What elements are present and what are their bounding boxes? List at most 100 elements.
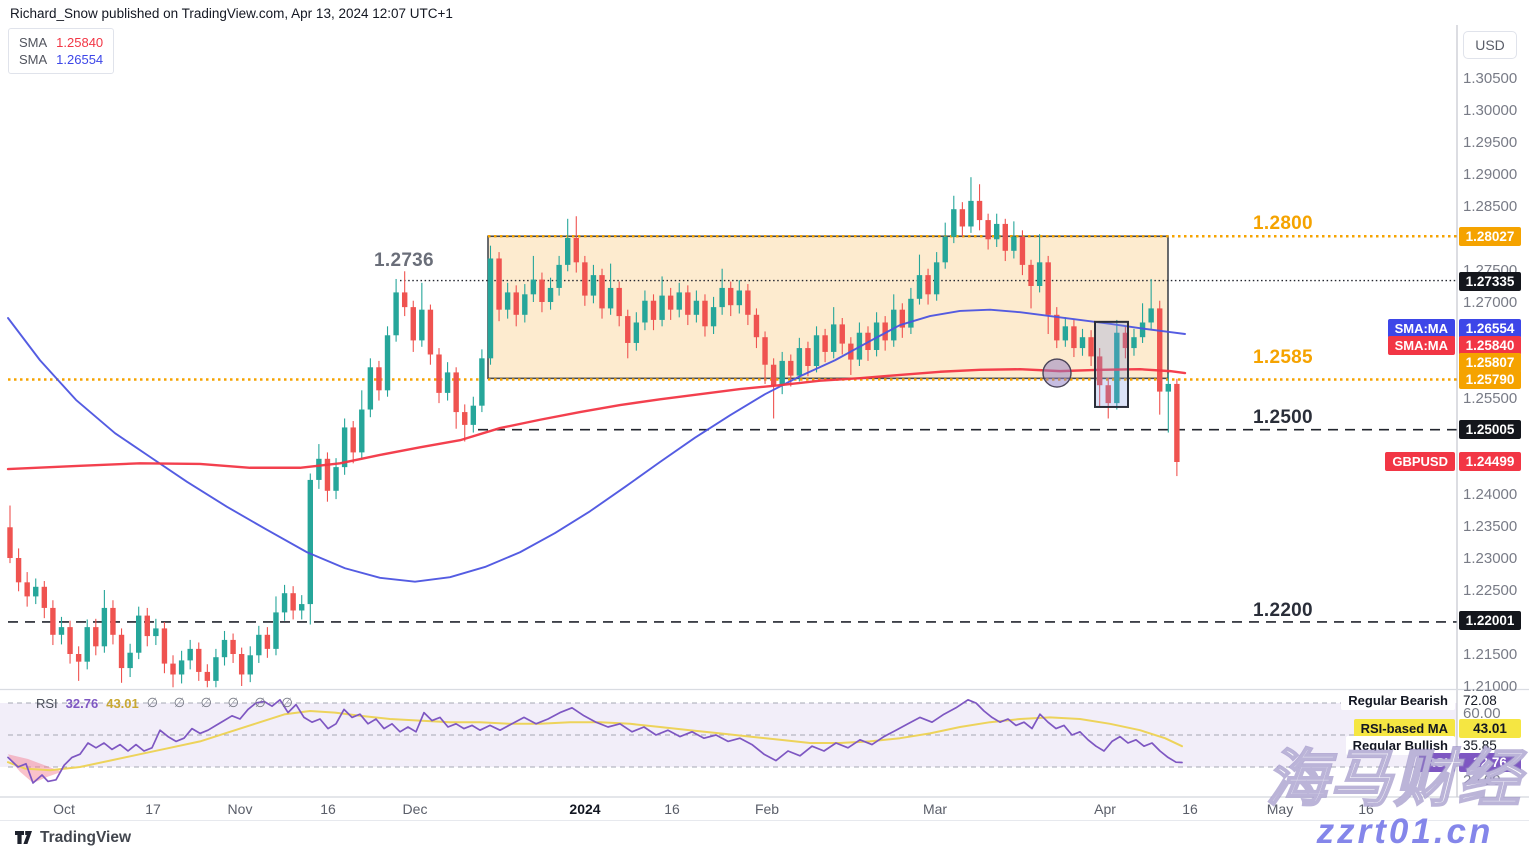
candle-body xyxy=(599,275,605,309)
candle-body xyxy=(496,258,502,310)
publish-info: Richard_Snow published on TradingView.co… xyxy=(10,6,453,21)
candle-body xyxy=(1079,337,1086,349)
candle-body xyxy=(153,628,159,637)
candle-body xyxy=(410,307,416,341)
candle-body xyxy=(1002,223,1008,251)
candle-body xyxy=(942,236,948,263)
candle-body xyxy=(84,627,90,662)
watermark-cn: 海马财经 xyxy=(1265,744,1522,814)
candle-body xyxy=(1045,262,1051,315)
candle-body xyxy=(281,593,288,613)
candle-body xyxy=(359,409,365,453)
sma-fast-legend-row[interactable]: SMA 1.25840 xyxy=(19,34,103,51)
candle-body xyxy=(891,309,897,341)
highlight-box[interactable] xyxy=(1094,320,1129,408)
candle-body xyxy=(41,586,48,608)
sma-slow-legend-row[interactable]: SMA 1.26554 xyxy=(19,51,103,68)
candle-body xyxy=(93,627,99,647)
candle-body xyxy=(805,348,811,366)
candle-body xyxy=(590,275,597,296)
candle-body xyxy=(1157,308,1163,392)
candle-body xyxy=(273,612,279,649)
candle-body xyxy=(1114,332,1120,404)
supply-zone[interactable] xyxy=(487,235,1169,380)
candle-body xyxy=(221,639,228,658)
candle-body xyxy=(951,209,957,237)
circle-marker[interactable] xyxy=(1042,358,1072,388)
candle-body xyxy=(127,652,133,669)
currency-button[interactable]: USD xyxy=(1463,31,1517,59)
candle-body xyxy=(882,322,888,341)
candle-body xyxy=(796,348,803,376)
candle-body xyxy=(264,634,271,649)
rsi-value: 32.76 xyxy=(65,695,99,711)
candle-body xyxy=(719,287,725,308)
candle-body xyxy=(7,527,13,558)
candle-body xyxy=(316,458,322,480)
candle-body xyxy=(976,200,983,221)
candle-body xyxy=(1011,236,1017,251)
candle-body xyxy=(290,593,296,611)
indicator-legend[interactable]: SMA 1.25840 SMA 1.26554 xyxy=(8,28,115,74)
candle-body xyxy=(916,275,923,299)
candle-body xyxy=(230,639,236,654)
candle-body xyxy=(1105,385,1111,404)
candle-body xyxy=(968,200,974,227)
tradingview-footer[interactable]: TradingView xyxy=(14,828,131,847)
candle-body xyxy=(779,360,785,386)
candle-body xyxy=(350,427,356,453)
candle-body xyxy=(307,479,313,605)
candle-body xyxy=(479,358,485,406)
candle-body xyxy=(745,290,751,315)
candle-body xyxy=(1019,236,1026,265)
candle-body xyxy=(710,307,717,327)
candle-body xyxy=(401,292,408,308)
candle-body xyxy=(667,295,674,310)
candle-body xyxy=(504,292,511,310)
candle-body xyxy=(393,292,399,336)
candle-body xyxy=(470,405,477,425)
candle-body xyxy=(136,615,142,653)
candles-layer xyxy=(7,177,1180,688)
rsi-label: RSI xyxy=(36,695,58,711)
sma-slow-value: 1.26554 xyxy=(56,52,104,67)
sma-fast-line xyxy=(6,368,1187,471)
candle-body xyxy=(204,671,211,681)
candle-body xyxy=(333,467,339,491)
candle-body xyxy=(1139,322,1146,338)
candle-body xyxy=(238,654,245,675)
candle-body xyxy=(1148,308,1154,323)
candle-body xyxy=(762,337,768,365)
rsi-ma-value: 43.01 xyxy=(106,695,139,711)
candle-body xyxy=(693,300,700,315)
rsi-legend[interactable]: RSI 32.76 43.01 ∅ ∅ ∅ ∅ ∅ ∅ xyxy=(36,695,299,711)
candle-body xyxy=(959,209,966,227)
candle-body xyxy=(565,238,571,265)
candle-body xyxy=(685,292,691,315)
candle-body xyxy=(427,309,434,355)
candle-body xyxy=(367,367,374,410)
candle-body xyxy=(1036,262,1043,286)
candle-body xyxy=(436,354,442,393)
candle-body xyxy=(702,300,708,327)
candle-body xyxy=(908,298,914,328)
candle-body xyxy=(196,648,202,672)
candle-body xyxy=(75,654,82,662)
candle-body xyxy=(178,660,185,675)
candle-body xyxy=(15,558,22,583)
candle-body xyxy=(676,292,682,310)
candle-body xyxy=(616,287,622,317)
candle-body xyxy=(1122,332,1129,349)
candle-body xyxy=(50,607,56,635)
candle-body xyxy=(522,294,528,315)
candle-body xyxy=(67,627,73,654)
candle-body xyxy=(419,309,425,341)
candle-body xyxy=(144,615,150,637)
candle-body xyxy=(341,427,348,468)
candle-body xyxy=(1088,337,1094,357)
candle-body xyxy=(24,582,30,597)
candle-body xyxy=(213,657,219,681)
candle-body xyxy=(256,634,262,656)
rsi-ma-line xyxy=(7,710,1183,772)
